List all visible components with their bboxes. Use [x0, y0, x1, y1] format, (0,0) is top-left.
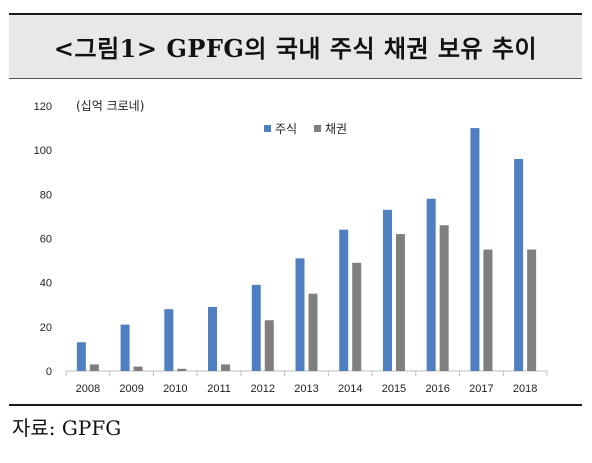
x-tick-label: 2009: [119, 383, 143, 395]
chart-labels: 0 20 40 60 80 100 120 (십억 크로네) 2008 2009 2010 2011 2…: [34, 99, 538, 395]
x-tick-label: 2008: [76, 383, 100, 395]
x-tick-label: 2011: [207, 383, 231, 395]
bar-bond: [89, 364, 99, 371]
bar-bond: [308, 293, 318, 371]
bar-bond: [483, 249, 493, 371]
bar-stock: [382, 209, 392, 371]
bar-stock: [514, 159, 524, 371]
y-tick-label: 80: [40, 189, 52, 201]
bar-stock: [76, 342, 86, 371]
bar-bond: [264, 320, 274, 371]
y-tick-label: 120: [34, 101, 52, 113]
bar-bond: [439, 225, 449, 371]
title-bottom-rule: [9, 78, 582, 79]
chart-axes: [65, 370, 548, 376]
source-top-rule: [9, 404, 582, 406]
x-tick-label: 2014: [338, 383, 362, 395]
legend-label-stock: 주식: [275, 122, 297, 136]
bar-stock: [426, 198, 436, 371]
x-tick-label: 2010: [163, 383, 187, 395]
chart-bars: [76, 128, 537, 371]
x-tick-label: 2018: [513, 383, 537, 395]
legend-label-bond: 채권: [325, 122, 347, 136]
x-tick-label: 2016: [425, 383, 449, 395]
x-tick-label: 2015: [382, 383, 406, 395]
bar-bond: [352, 262, 362, 371]
legend-swatch-bond: [314, 125, 321, 132]
figure-title: <그림1> GPFG의 국내 주식 채권 보유 추이: [53, 34, 538, 63]
y-tick-label: 100: [34, 145, 52, 157]
x-tick-label: 2013: [294, 383, 318, 395]
chart-legend: 주식 채권: [264, 122, 347, 136]
bar-stock: [295, 258, 305, 371]
bar-bond: [133, 366, 143, 371]
y-unit-label: (십억 크로네): [76, 99, 144, 113]
x-tick-label: 2012: [251, 383, 275, 395]
bar-stock: [164, 309, 174, 371]
y-tick-label: 60: [40, 234, 52, 246]
bar-bond: [221, 364, 231, 371]
x-tick-label: 2017: [469, 383, 493, 395]
bar-bond: [177, 368, 187, 371]
y-tick-label: 20: [40, 322, 52, 334]
bar-stock: [470, 128, 480, 371]
bar-stock: [208, 306, 218, 371]
source-note: 자료: GPFG: [12, 416, 122, 440]
legend-swatch-stock: [264, 125, 271, 132]
bar-stock: [251, 284, 261, 371]
title-band: <그림1> GPFG의 국내 주식 채권 보유 추이: [9, 15, 582, 78]
y-tick-label: 0: [46, 366, 52, 378]
bar-bond: [527, 249, 537, 371]
title-top-rule: [9, 13, 582, 15]
bar-bond: [395, 234, 405, 371]
bar-stock: [339, 229, 349, 371]
y-tick-label: 40: [40, 278, 52, 290]
bar-stock: [120, 324, 130, 371]
